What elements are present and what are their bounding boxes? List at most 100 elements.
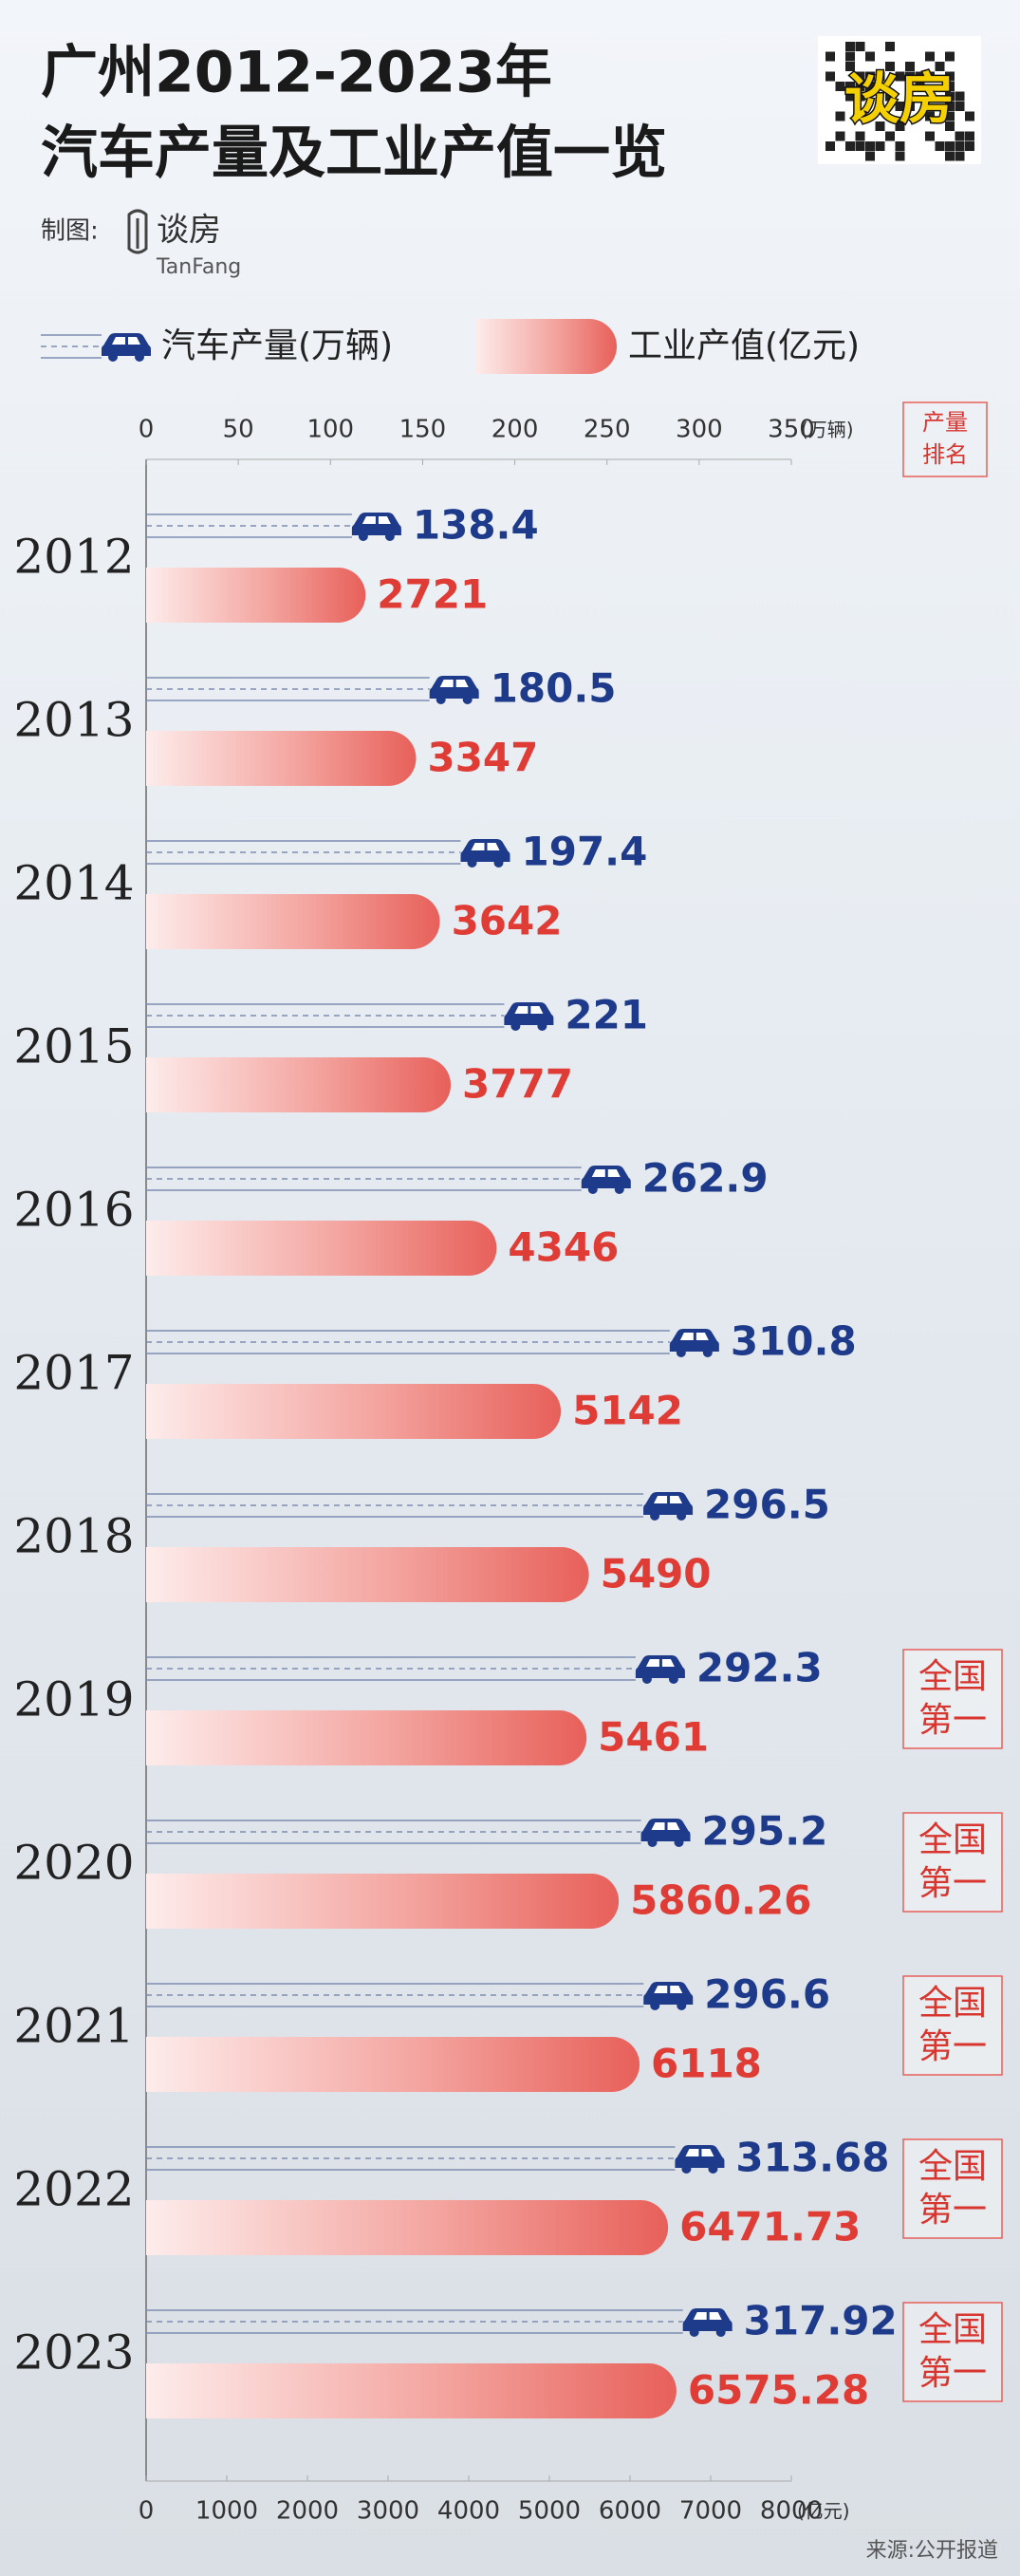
car-window	[439, 680, 454, 687]
qr-cell	[935, 141, 945, 151]
rank-label: 全国	[918, 1984, 987, 2023]
car-wheel	[641, 1674, 652, 1684]
value-label: 5490	[601, 1551, 712, 1597]
rank-label: 全国	[918, 2147, 987, 2186]
car-window	[667, 1822, 680, 1830]
top-tick-label: 0	[139, 416, 155, 444]
value-bar	[146, 1221, 497, 1276]
car-wheel	[436, 695, 446, 704]
qr-cell	[855, 91, 865, 102]
car-body	[635, 1655, 685, 1678]
source: 来源:公开报道	[866, 2539, 998, 2563]
value-bar	[146, 731, 417, 786]
qr-cell	[865, 141, 875, 151]
rank-box	[902, 1649, 1003, 1749]
production-label: 313.68	[735, 2135, 889, 2181]
qr-cell	[945, 151, 955, 161]
car-window	[455, 680, 469, 687]
value-bar	[146, 1057, 452, 1112]
car-window	[607, 1169, 621, 1177]
qr-cell	[825, 71, 835, 82]
qr-cell	[835, 82, 845, 91]
car-window	[487, 843, 500, 850]
car-body	[643, 1982, 694, 2005]
legend-swatch	[476, 319, 617, 374]
qr-cell	[955, 131, 965, 141]
bottom-tick-label: 3000	[357, 2497, 419, 2526]
qr-cell	[945, 141, 955, 151]
year-label: 2015	[13, 1019, 134, 1074]
top-tick-label: 250	[584, 416, 631, 444]
car-wheel	[384, 532, 395, 541]
car-wheel	[676, 1348, 686, 1357]
qr-cell	[955, 141, 965, 151]
bottom-tick-label: 8000	[760, 2497, 823, 2526]
rank-label: 全国	[918, 1657, 987, 1696]
brand-icon	[127, 209, 148, 254]
qr-cell	[965, 141, 974, 151]
car-wheel	[587, 1185, 598, 1194]
car-wheel	[358, 532, 368, 541]
car-body	[640, 1819, 691, 1841]
car-icon	[635, 1655, 685, 1684]
car-window	[471, 843, 485, 850]
production-label: 310.8	[731, 1318, 857, 1365]
car-window	[362, 516, 376, 524]
bottom-tick-label: 5000	[518, 2497, 581, 2526]
qr-cell	[895, 102, 905, 111]
rank-label: 第一	[918, 2027, 987, 2066]
car-body	[504, 1002, 554, 1025]
value-label: 6575.28	[688, 2367, 869, 2414]
car-wheel	[467, 858, 477, 868]
qr-cell	[945, 82, 955, 91]
bottom-tick-label: 7000	[679, 2497, 742, 2526]
qr-cell	[945, 91, 955, 102]
car-body	[675, 2145, 725, 2168]
car-wheel	[462, 695, 473, 704]
qr-cell	[855, 71, 865, 82]
qr-cell	[905, 62, 915, 71]
value-label: 3777	[462, 1061, 573, 1108]
qr-cell	[845, 141, 855, 151]
rank-label: 全国	[918, 2310, 987, 2349]
car-icon	[429, 676, 479, 704]
car-wheel	[702, 1348, 713, 1357]
production-mark	[146, 2308, 733, 2337]
value-bar	[146, 2037, 640, 2092]
qr-cell	[835, 111, 845, 121]
qr-cell	[865, 71, 875, 82]
qr-cell	[935, 62, 945, 71]
car-window	[693, 2312, 707, 2320]
qr-cell	[835, 131, 845, 141]
production-label: 221	[565, 992, 648, 1038]
bottom-tick-label: 6000	[599, 2497, 661, 2526]
brand-en: TanFang	[156, 255, 241, 279]
qr-cell	[855, 131, 865, 141]
value-label: 2721	[377, 571, 488, 618]
bottom-tick-label: 0	[139, 2497, 155, 2526]
qr-cell	[955, 91, 965, 102]
qr-cell	[845, 42, 855, 51]
year-label: 2016	[13, 1183, 134, 1238]
car-wheel	[108, 352, 118, 362]
qr-cell	[945, 51, 955, 62]
value-label: 6471.73	[679, 2204, 861, 2250]
car-icon	[351, 513, 401, 541]
brand: 谈房	[157, 212, 221, 250]
bottom-axis-unit: (亿元)	[797, 2500, 850, 2523]
car-window	[685, 2149, 699, 2156]
year-label: 2020	[13, 1836, 134, 1891]
top-tick-label: 100	[306, 416, 354, 444]
production-mark	[146, 839, 510, 868]
car-wheel	[493, 858, 504, 868]
car-window	[654, 1986, 668, 1993]
car-icon	[643, 1982, 694, 2010]
production-mark	[146, 1166, 631, 1194]
qr-cell	[945, 111, 955, 121]
top-tick-label: 300	[676, 416, 723, 444]
top-tick-label: 150	[399, 416, 447, 444]
value-label: 5142	[572, 1388, 683, 1434]
qr-cell	[895, 151, 905, 161]
qr-cell	[885, 42, 895, 51]
qr-cell	[915, 82, 925, 91]
